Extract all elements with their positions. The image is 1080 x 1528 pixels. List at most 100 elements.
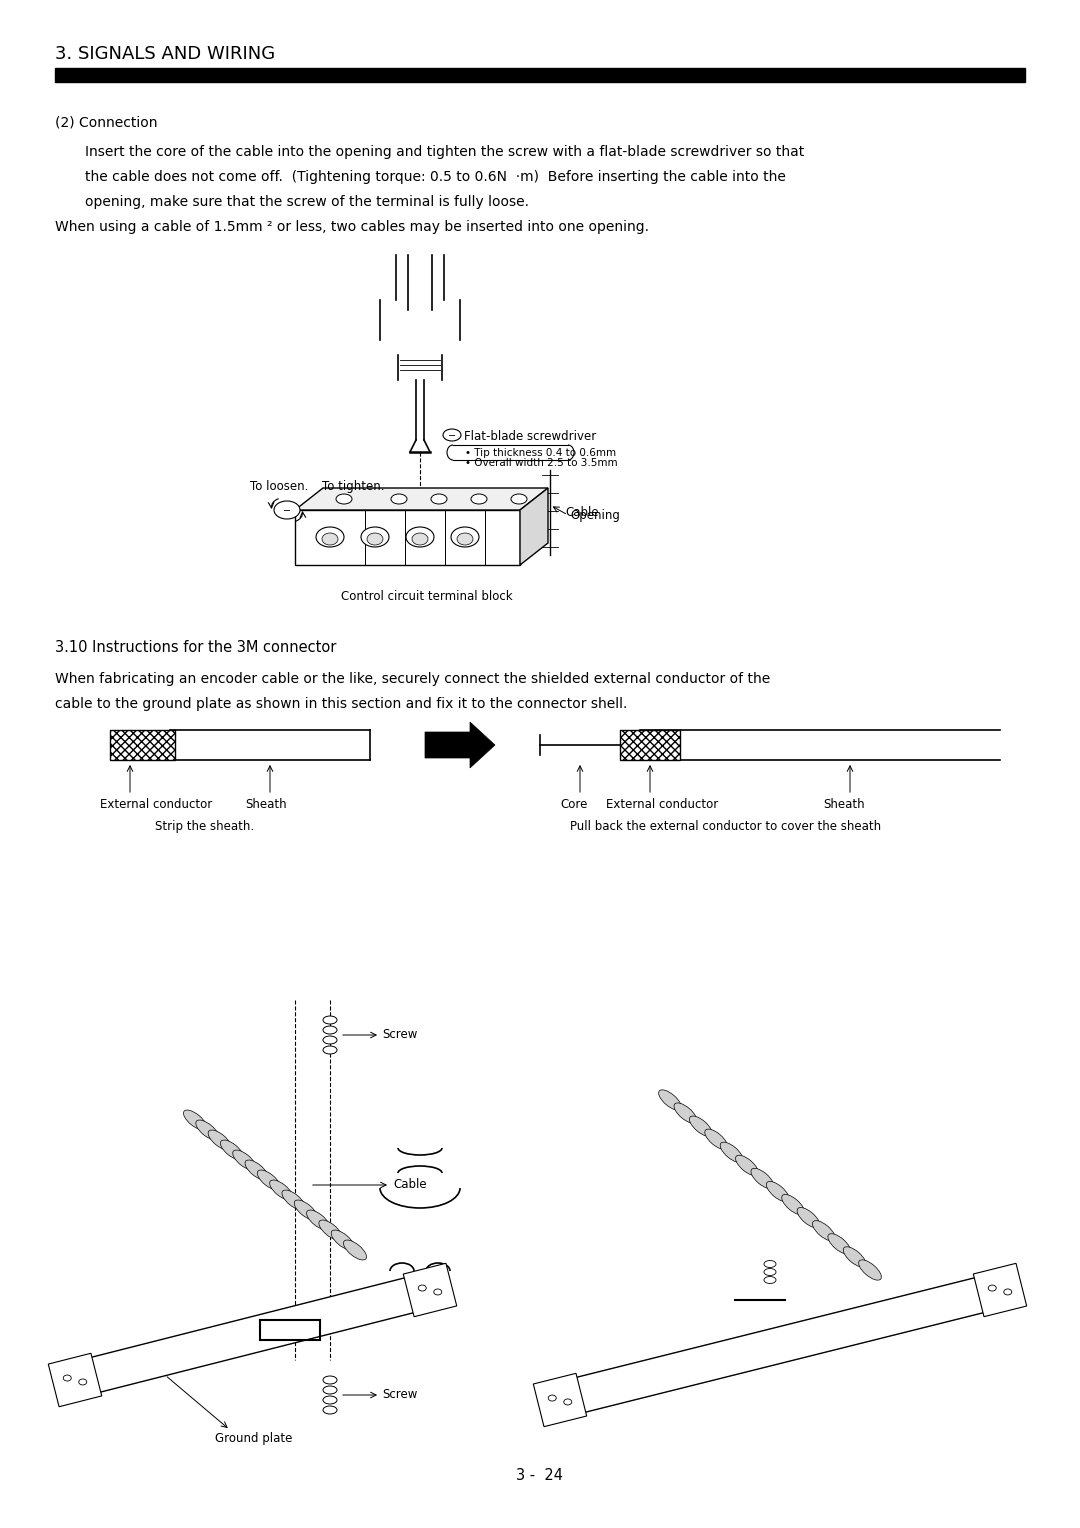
Text: cable to the ground plate as shown in this section and fix it to the connector s: cable to the ground plate as shown in th…: [55, 697, 627, 711]
Polygon shape: [519, 487, 548, 565]
Text: Strip the sheath.: Strip the sheath.: [156, 821, 254, 833]
Text: When fabricating an encoder cable or the like, securely connect the shielded ext: When fabricating an encoder cable or the…: [55, 672, 770, 686]
Ellipse shape: [411, 533, 428, 545]
Text: Flat-blade screwdriver: Flat-blade screwdriver: [464, 429, 596, 443]
Ellipse shape: [828, 1233, 851, 1254]
Ellipse shape: [323, 1016, 337, 1024]
Ellipse shape: [274, 501, 300, 520]
Text: −: −: [448, 431, 456, 442]
Text: Control circuit terminal block: Control circuit terminal block: [341, 590, 513, 604]
Ellipse shape: [307, 1210, 329, 1230]
Ellipse shape: [457, 533, 473, 545]
Polygon shape: [295, 510, 519, 565]
Text: the cable does not come off.  (Tightening torque: 0.5 to 0.6N  ·m)  Before inser: the cable does not come off. (Tightening…: [85, 170, 786, 183]
Ellipse shape: [220, 1140, 243, 1160]
Text: (2) Connection: (2) Connection: [55, 115, 158, 128]
Ellipse shape: [323, 1397, 337, 1404]
Text: External conductor: External conductor: [606, 798, 718, 811]
Text: Screw: Screw: [382, 1389, 417, 1401]
Ellipse shape: [549, 1395, 556, 1401]
Ellipse shape: [367, 533, 383, 545]
Ellipse shape: [705, 1129, 728, 1149]
Ellipse shape: [418, 1285, 427, 1291]
Text: Ground plate: Ground plate: [215, 1432, 293, 1445]
Ellipse shape: [245, 1160, 268, 1180]
Ellipse shape: [208, 1131, 231, 1151]
Polygon shape: [70, 1273, 434, 1398]
Ellipse shape: [689, 1115, 712, 1137]
Ellipse shape: [79, 1378, 86, 1384]
Ellipse shape: [751, 1169, 773, 1189]
Ellipse shape: [764, 1261, 777, 1268]
Ellipse shape: [323, 1406, 337, 1413]
Text: opening, make sure that the screw of the terminal is fully loose.: opening, make sure that the screw of the…: [85, 196, 529, 209]
Ellipse shape: [764, 1268, 777, 1276]
Text: Opening: Opening: [570, 509, 620, 521]
Ellipse shape: [859, 1261, 881, 1280]
Text: Sheath: Sheath: [245, 798, 286, 811]
Text: 3 -  24: 3 - 24: [516, 1468, 564, 1484]
Ellipse shape: [406, 527, 434, 547]
Ellipse shape: [319, 1219, 342, 1241]
Ellipse shape: [720, 1141, 743, 1163]
Ellipse shape: [1003, 1290, 1012, 1294]
Ellipse shape: [323, 1377, 337, 1384]
Ellipse shape: [843, 1247, 866, 1267]
Ellipse shape: [257, 1170, 281, 1190]
Ellipse shape: [332, 1230, 354, 1250]
Ellipse shape: [361, 527, 389, 547]
Bar: [110, 730, 175, 759]
Ellipse shape: [316, 527, 345, 547]
Ellipse shape: [511, 494, 527, 504]
Text: −: −: [283, 506, 292, 516]
Bar: [620, 730, 680, 759]
Bar: [399, 354, 442, 380]
Ellipse shape: [195, 1120, 219, 1140]
Ellipse shape: [270, 1180, 293, 1199]
Text: When using a cable of 1.5mm ² or less, two cables may be inserted into one openi: When using a cable of 1.5mm ² or less, t…: [55, 220, 649, 234]
Ellipse shape: [659, 1089, 681, 1111]
Ellipse shape: [323, 1036, 337, 1044]
Ellipse shape: [767, 1181, 789, 1201]
Ellipse shape: [764, 1276, 777, 1284]
Ellipse shape: [391, 494, 407, 504]
Ellipse shape: [735, 1155, 758, 1175]
Ellipse shape: [336, 494, 352, 504]
Polygon shape: [55, 69, 1025, 83]
Polygon shape: [295, 487, 548, 510]
Ellipse shape: [323, 1047, 337, 1054]
Text: • Overall width 2.5 to 3.5mm: • Overall width 2.5 to 3.5mm: [465, 458, 618, 468]
Text: Core: Core: [561, 798, 588, 811]
Text: To loosen.: To loosen.: [249, 480, 309, 494]
Text: To tighten.: To tighten.: [322, 480, 384, 494]
Text: Cable: Cable: [393, 1178, 427, 1192]
Ellipse shape: [323, 1386, 337, 1394]
Ellipse shape: [471, 494, 487, 504]
Ellipse shape: [343, 1241, 366, 1261]
Text: • Tip thickness 0.4 to 0.6mm: • Tip thickness 0.4 to 0.6mm: [465, 448, 616, 458]
Ellipse shape: [294, 1199, 318, 1219]
Polygon shape: [534, 1374, 586, 1427]
Ellipse shape: [988, 1285, 996, 1291]
Text: 3.10 Instructions for the 3M connector: 3.10 Instructions for the 3M connector: [55, 640, 336, 656]
Text: Insert the core of the cable into the opening and tighten the screw with a flat-: Insert the core of the cable into the op…: [85, 145, 805, 159]
Ellipse shape: [431, 494, 447, 504]
Ellipse shape: [282, 1190, 305, 1210]
Text: 3. SIGNALS AND WIRING: 3. SIGNALS AND WIRING: [55, 44, 275, 63]
Ellipse shape: [782, 1195, 805, 1215]
Ellipse shape: [184, 1109, 206, 1131]
Ellipse shape: [451, 527, 480, 547]
Ellipse shape: [232, 1151, 256, 1170]
Ellipse shape: [564, 1400, 571, 1404]
Ellipse shape: [797, 1207, 820, 1229]
Polygon shape: [973, 1264, 1027, 1317]
Polygon shape: [426, 723, 495, 769]
Text: Cable: Cable: [565, 506, 598, 518]
Text: Sheath: Sheath: [823, 798, 865, 811]
Text: External conductor: External conductor: [100, 798, 213, 811]
Ellipse shape: [674, 1103, 697, 1123]
Ellipse shape: [812, 1221, 835, 1241]
Text: Pull back the external conductor to cover the sheath: Pull back the external conductor to cove…: [570, 821, 881, 833]
Polygon shape: [49, 1354, 102, 1407]
Polygon shape: [555, 1273, 1004, 1418]
